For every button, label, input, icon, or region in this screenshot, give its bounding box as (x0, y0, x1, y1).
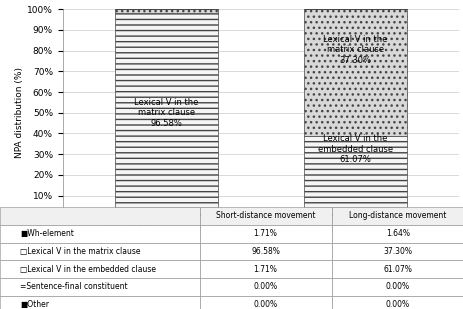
Bar (303, 136, 407, 213)
Bar (114, 13, 218, 213)
Bar (114, 9, 218, 13)
Text: Lexical V in the
embedded clause
61.07%: Lexical V in the embedded clause 61.07% (317, 134, 392, 164)
Y-axis label: NPA distribution (%): NPA distribution (%) (15, 67, 24, 158)
Bar (303, 9, 407, 136)
Bar (114, 213, 218, 216)
Text: Lexical V in the
matrix clause
37.30%: Lexical V in the matrix clause 37.30% (323, 35, 387, 65)
Bar (303, 213, 407, 216)
Text: Lexical V in the
matrix clause
96.58%: Lexical V in the matrix clause 96.58% (134, 98, 198, 128)
